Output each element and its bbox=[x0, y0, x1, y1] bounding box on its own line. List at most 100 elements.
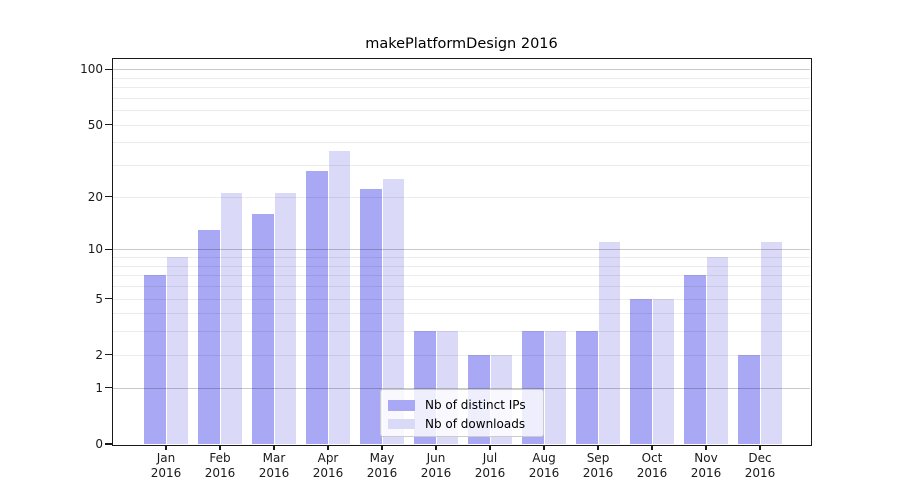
legend-entry-downloads: Nb of downloads bbox=[388, 415, 535, 434]
legend-swatch-downloads bbox=[388, 418, 415, 429]
x-tick-label-apr: Apr 2016 bbox=[298, 451, 358, 481]
bar-jan-downloads bbox=[166, 257, 188, 444]
gridline-minor bbox=[113, 87, 810, 89]
x-tick-year: 2016 bbox=[582, 466, 614, 480]
x-tick-mark bbox=[597, 444, 599, 451]
bar-jan-distinct-ips bbox=[144, 275, 166, 444]
gridline-minor bbox=[113, 257, 810, 258]
x-tick-month: Jun bbox=[426, 451, 446, 465]
bar-oct-distinct-ips bbox=[630, 298, 652, 444]
x-tick-year: 2016 bbox=[204, 466, 236, 480]
x-tick-label-sep: Sep 2016 bbox=[568, 451, 628, 481]
x-tick-label-jun: Jun 2016 bbox=[406, 451, 466, 481]
x-tick-month: Mar bbox=[262, 451, 286, 465]
bar-may-downloads bbox=[382, 179, 404, 444]
x-tick-month: Feb bbox=[209, 451, 231, 465]
bar-nov-distinct-ips bbox=[684, 275, 706, 444]
y-tick-mark bbox=[104, 387, 113, 389]
x-tick-year: 2016 bbox=[258, 466, 290, 480]
bar-dec-distinct-ips bbox=[738, 354, 760, 444]
gridline-major bbox=[113, 387, 810, 389]
bar-mar-downloads bbox=[274, 193, 296, 444]
bar-dec-downloads bbox=[760, 242, 782, 444]
x-tick-label-feb: Feb 2016 bbox=[190, 451, 250, 481]
gridline-minor bbox=[113, 298, 810, 300]
x-tick-year: 2016 bbox=[150, 466, 182, 480]
x-tick-mark bbox=[759, 444, 761, 451]
x-tick-label-may: May 2016 bbox=[352, 451, 412, 481]
bar-apr-downloads bbox=[328, 150, 350, 444]
y-tick-label: 20 bbox=[87, 189, 103, 204]
gridline-minor bbox=[113, 196, 810, 198]
x-tick-mark bbox=[489, 444, 491, 451]
bar-mar-distinct-ips bbox=[252, 213, 274, 444]
bar-apr-distinct-ips bbox=[306, 170, 328, 444]
y-tick-mark bbox=[104, 354, 113, 356]
x-tick-mark bbox=[273, 444, 275, 451]
x-tick-mark bbox=[327, 444, 329, 451]
gridline-minor bbox=[113, 354, 810, 356]
y-tick-label: 50 bbox=[87, 117, 103, 132]
x-tick-month: Jul bbox=[482, 451, 498, 465]
x-tick-month: Nov bbox=[694, 451, 718, 465]
bar-nov-downloads bbox=[706, 257, 728, 444]
bar-feb-distinct-ips bbox=[198, 229, 220, 444]
x-tick-mark bbox=[705, 444, 707, 451]
x-tick-mark bbox=[543, 444, 545, 451]
bar-sep-downloads bbox=[598, 242, 620, 444]
y-tick-mark bbox=[104, 68, 113, 70]
gridline-minor bbox=[113, 124, 810, 126]
y-tick-mark bbox=[104, 196, 113, 198]
y-tick-label: 5 bbox=[95, 291, 103, 306]
y-tick-mark bbox=[104, 443, 113, 445]
x-tick-month: Sep bbox=[586, 451, 610, 465]
x-tick-year: 2016 bbox=[690, 466, 722, 480]
x-tick-month: May bbox=[369, 451, 395, 465]
x-tick-mark bbox=[435, 444, 437, 451]
x-tick-year: 2016 bbox=[744, 466, 776, 480]
x-tick-year: 2016 bbox=[312, 466, 344, 480]
x-tick-month: Apr bbox=[317, 451, 339, 465]
x-tick-year: 2016 bbox=[366, 466, 398, 480]
legend-entry-distinct-ips: Nb of distinct IPs bbox=[388, 396, 535, 415]
y-tick-label: 1 bbox=[95, 380, 103, 395]
x-tick-label-nov: Nov 2016 bbox=[676, 451, 736, 481]
x-tick-label-dec: Dec 2016 bbox=[730, 451, 790, 481]
gridline-minor bbox=[113, 286, 810, 287]
x-tick-mark bbox=[219, 444, 221, 451]
y-tick-mark bbox=[104, 297, 113, 300]
gridline-minor bbox=[113, 97, 810, 99]
legend-swatch-distinct-ips bbox=[388, 400, 415, 411]
x-tick-year: 2016 bbox=[420, 466, 452, 480]
x-tick-year: 2016 bbox=[636, 466, 668, 480]
chart-title: makePlatformDesign 2016 bbox=[365, 36, 558, 52]
bar-feb-downloads bbox=[220, 193, 242, 444]
x-tick-label-jul: Jul 2016 bbox=[460, 451, 520, 481]
x-tick-month: Dec bbox=[748, 451, 772, 465]
x-tick-label-oct: Oct 2016 bbox=[622, 451, 682, 481]
y-tick-mark bbox=[104, 124, 113, 126]
x-tick-year: 2016 bbox=[474, 466, 506, 480]
y-tick-label: 100 bbox=[80, 62, 103, 77]
legend-label-downloads: Nb of downloads bbox=[425, 416, 526, 431]
gridline-major bbox=[113, 69, 810, 71]
gridline-minor bbox=[113, 313, 810, 315]
x-tick-label-mar: Mar 2016 bbox=[244, 451, 304, 481]
gridline-minor bbox=[113, 265, 810, 267]
gridline-minor bbox=[113, 110, 810, 112]
gridline-minor bbox=[113, 142, 810, 144]
gridline-minor bbox=[113, 275, 810, 277]
legend-label-distinct-ips: Nb of distinct IPs bbox=[425, 398, 526, 413]
x-tick-mark bbox=[651, 444, 653, 451]
y-tick-label: 10 bbox=[87, 242, 103, 257]
x-tick-month: Jan bbox=[156, 451, 176, 465]
x-tick-label-jan: Jan 2016 bbox=[136, 451, 196, 481]
y-tick-mark bbox=[104, 248, 113, 250]
gridline-minor bbox=[113, 165, 810, 167]
x-tick-month: Aug bbox=[532, 451, 556, 465]
x-tick-month: Oct bbox=[641, 451, 663, 465]
x-tick-year: 2016 bbox=[528, 466, 560, 480]
y-tick-label: 2 bbox=[95, 347, 103, 362]
x-tick-mark bbox=[381, 444, 383, 451]
